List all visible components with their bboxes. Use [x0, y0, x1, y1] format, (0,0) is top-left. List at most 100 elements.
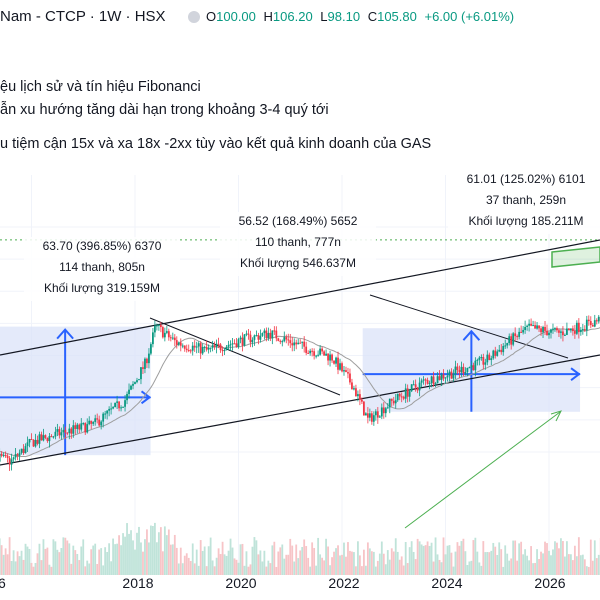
candle-body	[432, 376, 435, 385]
volume-bar	[384, 564, 387, 575]
candle-body	[402, 396, 405, 399]
volume-bar	[219, 554, 222, 575]
visibility-icon[interactable]	[188, 11, 200, 23]
volume-bar	[94, 543, 97, 575]
volume-bar	[98, 549, 101, 575]
candle-body	[462, 366, 465, 374]
volume-bar	[436, 554, 439, 575]
volume-bar	[460, 541, 463, 575]
volume-bar	[368, 548, 371, 575]
candle-body	[271, 330, 274, 339]
volume-bar	[229, 538, 232, 575]
volume-bar	[317, 537, 320, 575]
candle-body	[173, 337, 176, 341]
note-line-3: u tiệm cận 15x và xa 18x -2xx tùy vào kế…	[0, 136, 432, 152]
candle-body	[448, 371, 451, 376]
candle-body	[251, 339, 254, 343]
candle-body	[62, 429, 65, 433]
volume-bar	[538, 559, 540, 575]
volume-bar	[104, 547, 107, 575]
candle-body	[211, 345, 214, 348]
volume-bar	[112, 538, 115, 575]
candle-body	[366, 413, 369, 418]
candle-body	[110, 408, 113, 410]
candle-body	[233, 343, 236, 345]
candle-body	[152, 332, 154, 345]
volume-bar	[32, 566, 35, 575]
volume-bar	[100, 548, 103, 575]
volume-bar	[183, 555, 186, 575]
note-line-1: ệu lịch sử và tín hiệu Fibonanci	[0, 79, 201, 95]
volume-bar	[265, 566, 268, 575]
volume-bar	[540, 551, 542, 575]
volume-bar	[185, 553, 188, 575]
candle-body	[309, 350, 312, 354]
candle-body	[384, 408, 387, 414]
candle-body	[2, 455, 5, 457]
candle-body	[269, 332, 272, 339]
candle-body	[50, 436, 53, 438]
candle-body	[428, 382, 431, 384]
candle-body	[38, 434, 41, 444]
candle-body	[154, 325, 156, 333]
candle-body	[241, 337, 244, 346]
candle-body	[281, 341, 284, 343]
candle-body	[550, 329, 552, 333]
symbol-title[interactable]: Nam - CTCP · 1W · HSX	[0, 8, 166, 25]
fibonacci-labels: 63.70 (396.85%) 6370 114 thanh, 805n Khối …	[24, 170, 600, 301]
candle-body	[94, 418, 97, 422]
volume-bar	[134, 549, 136, 575]
candle-body	[239, 337, 242, 340]
volume-bar	[90, 549, 93, 575]
volume-bar	[235, 559, 238, 575]
volume-bar	[295, 544, 298, 575]
candle-body	[74, 425, 77, 429]
candle-body	[195, 346, 198, 348]
volume-bar	[275, 566, 278, 575]
volume-bar	[20, 550, 23, 575]
candle-body	[470, 365, 473, 368]
volume-bar	[253, 537, 256, 575]
close-value: 105.80	[377, 9, 417, 24]
candle-body	[24, 446, 27, 454]
candle-body	[301, 341, 304, 343]
candle-body	[285, 337, 288, 340]
candle-body	[325, 353, 327, 356]
volume-bar	[289, 538, 292, 575]
fib-label-bg	[220, 212, 376, 276]
candle-body	[134, 382, 136, 384]
candle-body	[231, 343, 234, 345]
volume-bar	[193, 563, 196, 575]
volume-bar	[62, 537, 65, 575]
volume-bar	[159, 527, 162, 575]
volume-bar	[577, 537, 580, 575]
candle-body	[227, 344, 230, 347]
volume-bar	[428, 545, 431, 575]
volume-bar	[237, 562, 240, 575]
volume-bar	[390, 548, 393, 575]
x-tick-label: 2024	[431, 575, 462, 591]
candle-body	[359, 394, 361, 400]
note-line-2: ẫn xu hướng tăng dài hạn trong khoảng 3-…	[0, 102, 329, 118]
candle-body	[345, 370, 347, 373]
volume-bar	[140, 542, 142, 575]
candle-body	[66, 432, 69, 434]
volume-bar	[34, 562, 37, 575]
candle-body	[78, 424, 81, 430]
candle-body	[480, 357, 483, 359]
volume-bar	[575, 556, 578, 575]
projection-arrow-head	[140, 390, 152, 405]
candle-body	[512, 333, 515, 345]
candle-body	[120, 407, 122, 409]
volume-bar	[558, 548, 560, 575]
candle-body	[102, 413, 105, 422]
candle-body	[597, 316, 600, 322]
volume-bar	[10, 561, 13, 575]
volume-bar	[490, 550, 493, 575]
volume-bar	[6, 554, 9, 575]
volume-bar	[359, 555, 361, 575]
candle-body	[14, 454, 17, 458]
candle-body	[157, 324, 160, 326]
volume-bar	[472, 540, 475, 575]
